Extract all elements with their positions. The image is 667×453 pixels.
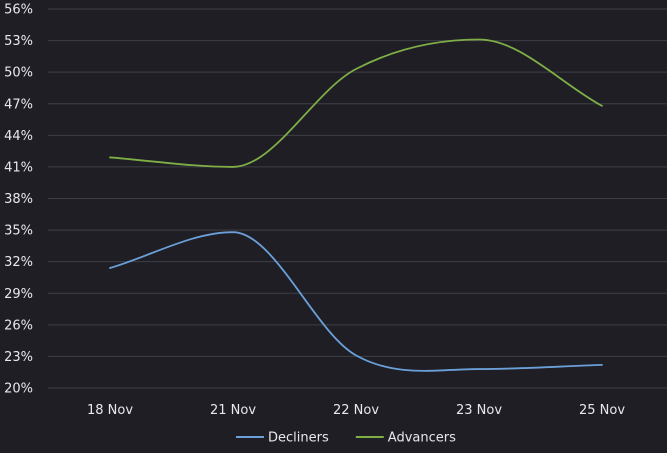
y-tick-label: 26% [4,318,33,333]
y-tick-label: 32% [4,255,33,270]
x-tick-label: 23 Nov [456,403,502,418]
y-axis-tick-labels: 20% 23% 26% 29% 32% 35% 38% 41% 44% 47% 50% 53% 56% [4,3,33,397]
series-line-decliners [109,231,603,372]
y-tick-label: 47% [4,97,33,112]
legend: Decliners Advancers [236,431,456,446]
y-tick-label: 50% [4,66,33,81]
gridlines [48,8,667,389]
y-tick-label: 35% [4,224,33,239]
y-tick-label: 44% [4,129,33,144]
series-lines [109,38,603,372]
x-tick-label: 18 Nov [87,403,133,418]
y-tick-label: 56% [4,3,33,18]
series-line-advancers [109,38,603,168]
y-tick-label: 53% [4,34,33,49]
y-tick-label: 29% [4,287,33,302]
x-tick-label: 21 Nov [210,403,256,418]
y-tick-label: 41% [4,160,33,175]
x-axis-tick-labels: 18 Nov 21 Nov 22 Nov 23 Nov 25 Nov [87,403,625,418]
x-tick-label: 22 Nov [333,403,379,418]
y-tick-label: 38% [4,192,33,207]
legend-label-decliners: Decliners [268,431,329,446]
y-tick-label: 20% [4,382,33,397]
legend-label-advancers: Advancers [388,431,456,446]
x-tick-label: 25 Nov [579,403,625,418]
y-tick-label: 23% [4,350,33,365]
